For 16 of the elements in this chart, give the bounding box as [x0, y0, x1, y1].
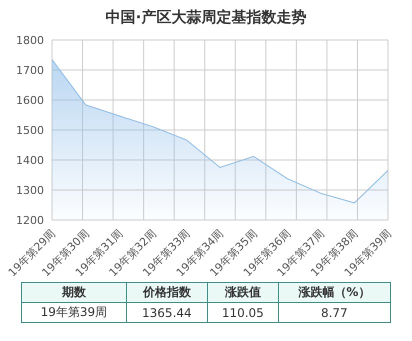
text: 8.77: [278, 302, 390, 322]
text: 19年第39周: [22, 302, 126, 322]
y-tick-label: 1300: [16, 184, 44, 197]
y-tick-label: 1800: [16, 34, 44, 47]
y-tick-label: 1700: [16, 64, 44, 77]
y-tick-label: 1500: [16, 124, 44, 137]
text: 110.05: [207, 302, 278, 322]
y-tick-label: 1600: [16, 94, 44, 107]
text: 涨跌值: [207, 282, 278, 302]
chart-title: 中国·产区大蒜周定基指数走势: [104, 8, 308, 28]
y-tick-label: 1400: [16, 154, 44, 167]
y-tick-label: 1200: [16, 214, 44, 227]
text: 期数: [22, 282, 126, 302]
text: 涨跌幅（%）: [278, 282, 390, 302]
text: 1365.44: [126, 302, 208, 322]
text: 价格指数: [126, 282, 208, 302]
